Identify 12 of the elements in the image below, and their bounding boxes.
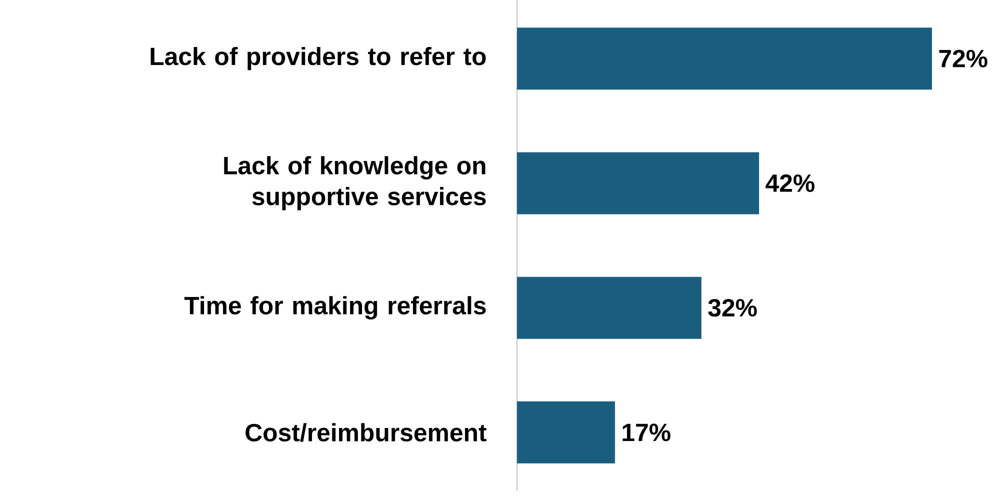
y-tick-label: Lack of providers to refer to bbox=[150, 46, 486, 70]
data-label: 32% bbox=[708, 298, 757, 317]
y-tick-label: Time for making referrals bbox=[184, 296, 486, 320]
y-tick-label: Lack of knowledge on supportive services bbox=[224, 156, 486, 210]
data-label: 42% bbox=[766, 174, 814, 192]
bar bbox=[517, 276, 702, 339]
bar bbox=[517, 401, 615, 464]
y-tick-label: Cost/reimbursement bbox=[246, 423, 486, 442]
bar bbox=[517, 152, 760, 214]
bar bbox=[517, 28, 932, 90]
data-label: 17% bbox=[622, 424, 670, 442]
data-label: 72% bbox=[939, 50, 988, 68]
